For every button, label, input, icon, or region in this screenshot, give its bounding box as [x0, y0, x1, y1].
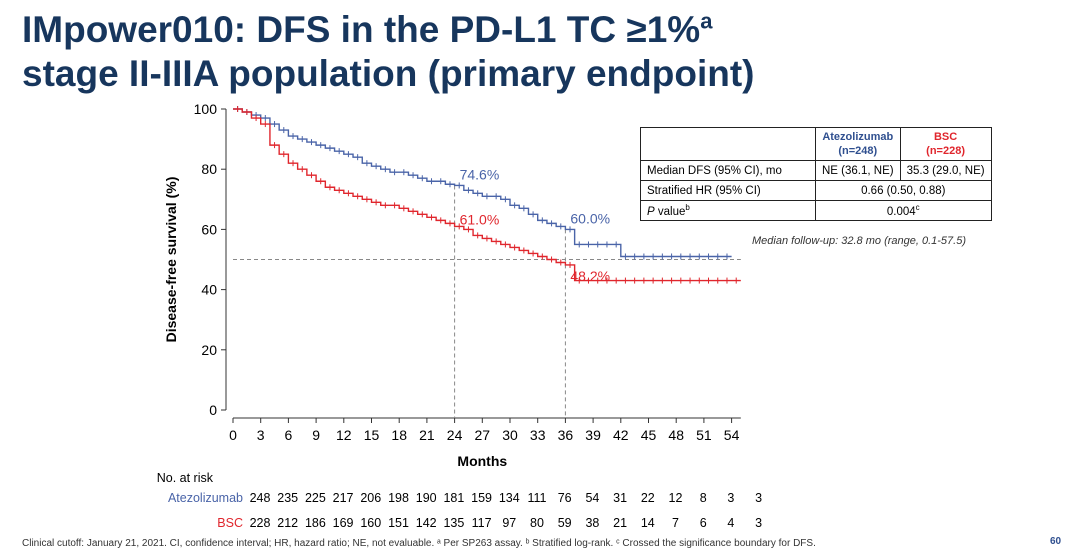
x-tick-label: 6 — [285, 427, 293, 443]
at-risk-count: 117 — [472, 516, 492, 530]
footnote: Clinical cutoff: January 21, 2021. CI, c… — [22, 538, 816, 549]
table-header-row: Atezolizumab (n=248) BSC (n=228) — [640, 127, 992, 161]
x-tick-label: 51 — [696, 427, 712, 443]
table-row-median-dfs: Median DFS (95% CI), mo NE (36.1, NE) 35… — [640, 160, 992, 181]
row-label: P valueb — [640, 200, 816, 221]
header-bsc: BSC (n=228) — [899, 127, 992, 161]
at-risk-count: 31 — [613, 491, 627, 505]
x-tick-label: 45 — [641, 427, 657, 443]
y-tick-label: 40 — [201, 282, 217, 298]
at-risk-count: 3 — [727, 491, 734, 505]
cell-merged: 0.66 (0.50, 0.88) — [815, 180, 992, 201]
landmark-label: 61.0% — [460, 211, 500, 227]
at-risk-count: 14 — [641, 516, 655, 530]
at-risk-count: 134 — [499, 491, 520, 505]
at-risk-count: 169 — [333, 516, 354, 530]
x-tick-label: 12 — [336, 427, 352, 443]
at-risk-count: 181 — [443, 491, 464, 505]
cell-atezolizumab: NE (36.1, NE) — [815, 160, 901, 181]
x-tick-label: 15 — [364, 427, 380, 443]
row-label: Median DFS (95% CI), mo — [640, 160, 816, 181]
at-risk-count: 97 — [502, 516, 516, 530]
at-risk-count: 186 — [305, 516, 326, 530]
at-risk-count: 225 — [305, 491, 326, 505]
y-tick-label: 20 — [201, 342, 217, 358]
x-tick-label: 33 — [530, 427, 546, 443]
at-risk-row-label: Atezolizumab — [168, 491, 243, 505]
at-risk-count: 190 — [416, 491, 437, 505]
at-risk-count: 111 — [527, 491, 546, 505]
at-risk-count: 248 — [250, 491, 271, 505]
y-tick-label: 60 — [201, 221, 217, 237]
table-corner-cell — [640, 127, 816, 161]
x-tick-label: 39 — [585, 427, 601, 443]
at-risk-count: 198 — [388, 491, 409, 505]
at-risk-count: 135 — [443, 516, 464, 530]
y-axis-title: Disease-free survival (%) — [163, 177, 179, 343]
at-risk-count: 80 — [530, 516, 544, 530]
at-risk-count: 4 — [727, 516, 734, 530]
y-tick-label: 100 — [194, 101, 218, 117]
cell-merged: 0.004c — [815, 200, 992, 221]
y-tick-label: 0 — [209, 402, 217, 418]
x-tick-label: 27 — [475, 427, 491, 443]
header-atezolizumab: Atezolizumab (n=248) — [815, 127, 901, 161]
cell-bsc: 35.3 (29.0, NE) — [899, 160, 992, 181]
slide-title: IMpower010: DFS in the PD-L1 TC ≥1%a sta… — [22, 8, 1062, 96]
at-risk-count: 217 — [333, 491, 354, 505]
page-number: 60 — [1050, 536, 1062, 547]
at-risk-count: 22 — [641, 491, 655, 505]
x-tick-label: 21 — [419, 427, 435, 443]
at-risk-count: 235 — [277, 491, 298, 505]
table-row-hr: Stratified HR (95% CI) 0.66 (0.50, 0.88) — [640, 180, 992, 201]
at-risk-count: 151 — [388, 516, 409, 530]
x-tick-label: 9 — [312, 427, 320, 443]
at-risk-count: 142 — [416, 516, 437, 530]
at-risk-count: 21 — [613, 516, 627, 530]
median-followup-note: Median follow-up: 32.8 mo (range, 0.1-57… — [752, 235, 967, 247]
landmark-label: 74.6% — [460, 166, 500, 182]
at-risk-count: 159 — [471, 491, 492, 505]
at-risk-count: 12 — [669, 491, 683, 505]
row-label: Stratified HR (95% CI) — [640, 180, 816, 201]
at-risk-row-label: BSC — [217, 516, 243, 530]
at-risk-count: 38 — [585, 516, 599, 530]
at-risk-count: 8 — [700, 491, 707, 505]
at-risk-count: 54 — [585, 491, 599, 505]
x-tick-label: 36 — [558, 427, 574, 443]
dfs-summary-table: Atezolizumab (n=248) BSC (n=228) Median DF… — [640, 127, 992, 221]
landmark-label: 60.0% — [570, 210, 610, 226]
title-line-1: IMpower010: DFS in the PD-L1 TC ≥1%a — [22, 8, 713, 50]
x-tick-label: 24 — [447, 427, 463, 443]
x-tick-label: 18 — [391, 427, 407, 443]
at-risk-count: 3 — [755, 516, 762, 530]
x-tick-label: 42 — [613, 427, 629, 443]
x-tick-label: 3 — [257, 427, 265, 443]
at-risk-count: 206 — [360, 491, 381, 505]
x-tick-label: 54 — [724, 427, 740, 443]
at-risk-count: 7 — [672, 516, 679, 530]
x-tick-label: 48 — [668, 427, 684, 443]
x-tick-label: 0 — [229, 427, 237, 443]
at-risk-count: 212 — [277, 516, 298, 530]
x-tick-label: 30 — [502, 427, 518, 443]
at-risk-count: 3 — [755, 491, 762, 505]
at-risk-count: 59 — [558, 516, 572, 530]
y-tick-label: 80 — [201, 161, 217, 177]
at-risk-count: 228 — [250, 516, 271, 530]
landmark-label: 48.2% — [570, 268, 610, 284]
at-risk-count: 160 — [360, 516, 381, 530]
x-axis-title: Months — [457, 453, 507, 469]
at-risk-title: No. at risk — [157, 471, 214, 485]
table-row-pvalue: P valueb 0.004c — [640, 200, 992, 221]
at-risk-count: 76 — [558, 491, 572, 505]
at-risk-count: 6 — [700, 516, 707, 530]
title-line-2: stage II-IIIA population (primary endpoi… — [22, 53, 755, 94]
